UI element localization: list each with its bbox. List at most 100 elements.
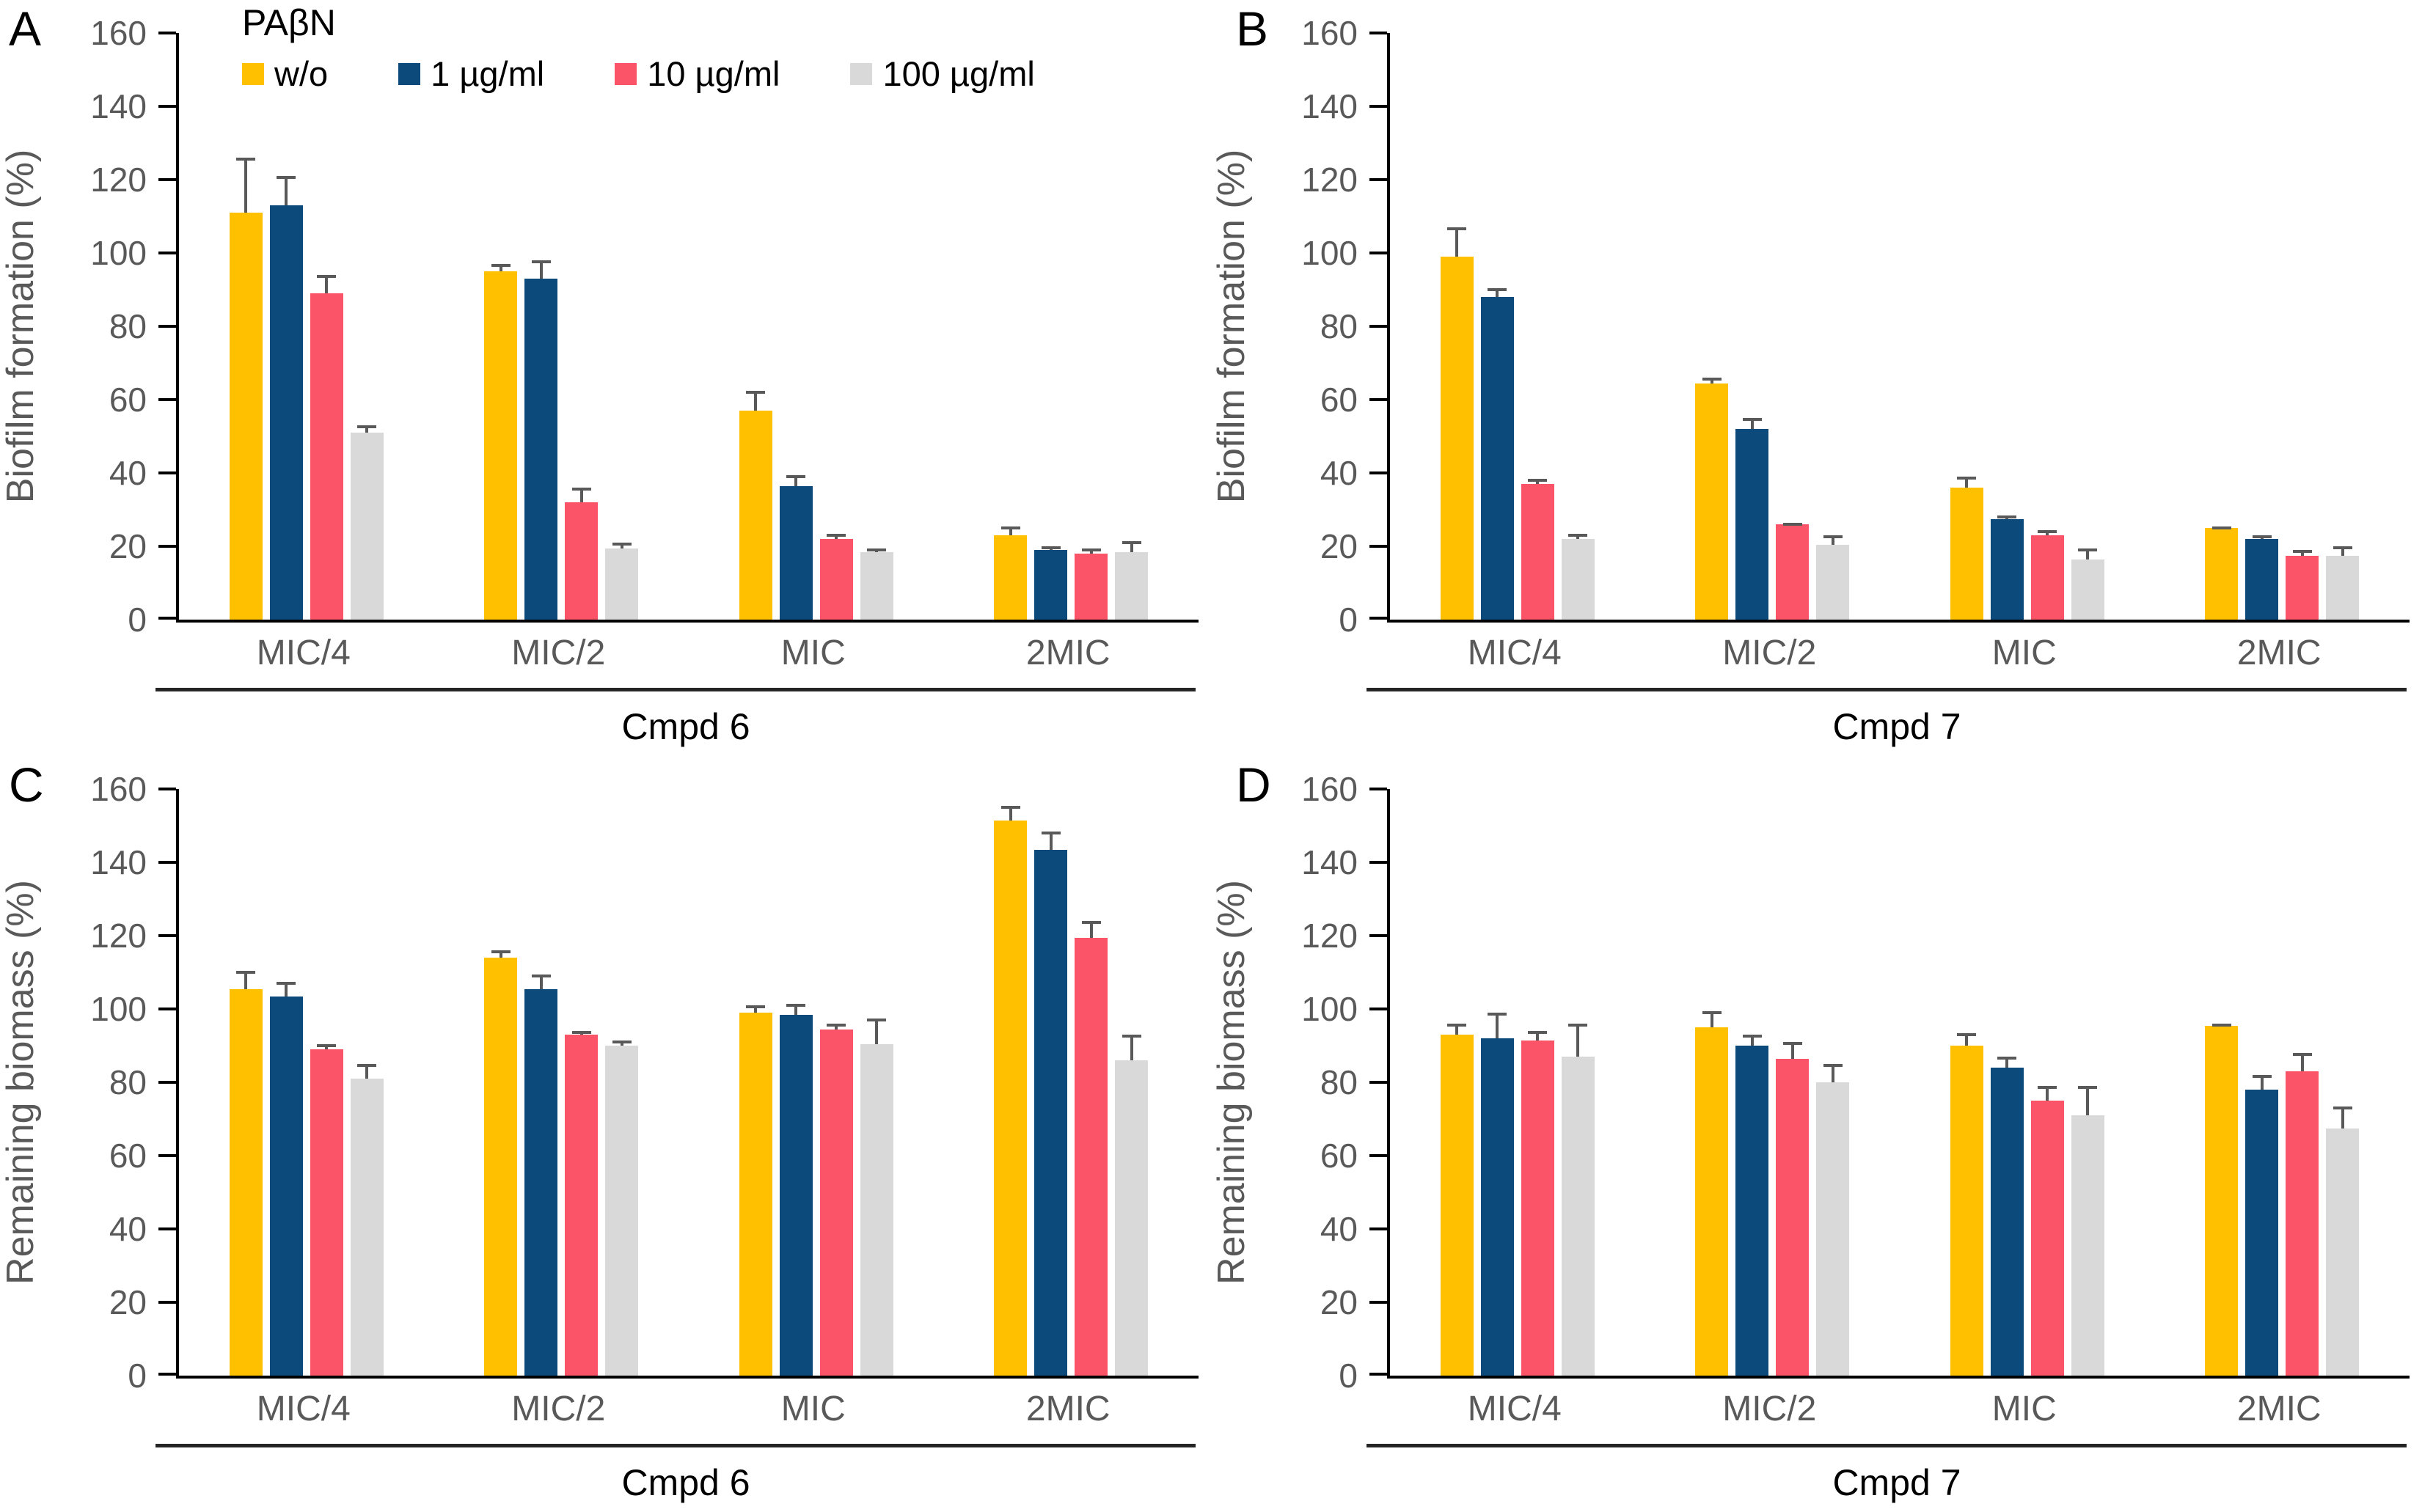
legend-entry-w/o: w/o xyxy=(242,54,328,94)
bar-w/o-MIC xyxy=(1950,477,1983,620)
error-bar xyxy=(565,1031,598,1035)
error-bar xyxy=(270,981,303,997)
error-bar-cap xyxy=(277,176,296,179)
error-bar-stem xyxy=(1049,831,1053,850)
error-bar-stem xyxy=(579,488,583,502)
error-bar-stem xyxy=(754,1005,758,1013)
error-bar-cap xyxy=(746,390,766,394)
bar-rect xyxy=(1735,1046,1769,1376)
error-bar-stem xyxy=(1009,526,1012,535)
legend-entry-100 µg/ml: 100 µg/ml xyxy=(850,54,1035,94)
error-bar-cap xyxy=(1568,533,1588,537)
y-tick-label: 100 xyxy=(1301,990,1358,1028)
error-bar xyxy=(1991,515,2024,519)
category-label-MIC: MIC xyxy=(780,1390,846,1428)
error-bar-cap xyxy=(2211,526,2231,529)
bar-10 µg/ml-MIC/4 xyxy=(1521,1031,1554,1376)
error-bar-stem xyxy=(875,1018,879,1044)
bar-rect xyxy=(1990,1068,2024,1376)
y-tick-label: 40 xyxy=(1320,454,1358,492)
bar-w/o-MIC/2 xyxy=(1695,378,1729,620)
error-bar xyxy=(1735,418,1768,429)
category-label-MIC/2: MIC/2 xyxy=(1722,1390,1817,1428)
error-bar xyxy=(1695,1010,1728,1027)
y-tick-label: 80 xyxy=(109,1063,147,1101)
category-label-2MIC: 2MIC xyxy=(2236,1390,2322,1428)
legend-label: 100 µg/ml xyxy=(882,54,1035,93)
error-bar-cap xyxy=(1122,1035,1141,1038)
y-tick-label: 0 xyxy=(1339,601,1358,639)
panel-letter-D: D xyxy=(1236,757,1271,812)
error-bar-stem xyxy=(365,425,369,433)
bar-w/o-MIC xyxy=(1950,1032,1983,1376)
bar-rect xyxy=(1776,524,1810,620)
error-bar-cap xyxy=(1488,287,1507,291)
y-tick-mark xyxy=(158,1154,176,1157)
panel-B: B Biofilm formation (%) 160 140 120 100 80 60 40… xyxy=(1210,0,2422,756)
y-tick-label: 60 xyxy=(1320,1137,1358,1175)
y-tick-mark xyxy=(1369,1154,1387,1157)
bar-rect xyxy=(1075,554,1108,620)
error-bar-stem xyxy=(285,981,288,997)
legend-swatch xyxy=(850,62,873,85)
error-bar-stem xyxy=(1831,1064,1834,1082)
error-bar-cap xyxy=(236,158,256,161)
y-tick-label: 140 xyxy=(90,87,147,125)
y-tick-mark xyxy=(1369,32,1387,34)
error-bar xyxy=(1441,1024,1474,1035)
category-label-MIC: MIC xyxy=(1991,1390,2057,1428)
error-bar xyxy=(1481,287,1514,297)
error-bar-cap xyxy=(2038,1086,2057,1089)
error-bar xyxy=(1950,1032,1983,1046)
category-axis-line xyxy=(1367,1444,2407,1447)
bar-group-MIC/2 xyxy=(484,950,639,1376)
category-axis-line xyxy=(156,1444,1196,1447)
bar-group-2MIC xyxy=(2205,1024,2360,1376)
error-bar-stem xyxy=(244,970,248,989)
y-tick-mark xyxy=(158,788,176,790)
bar-100 µg/ml-MIC/4 xyxy=(1561,1024,1595,1376)
bar-group-2MIC xyxy=(2205,526,2360,620)
y-tick-label: 40 xyxy=(109,454,147,492)
bar-rect xyxy=(994,820,1028,1376)
y-tick-mark xyxy=(1369,325,1387,328)
bar-100 µg/ml-MIC/2 xyxy=(1816,535,1850,620)
legend-entries: w/o 1 µg/ml 10 µg/ml 100 µg/ml xyxy=(242,54,1105,94)
y-tick-mark xyxy=(158,545,176,548)
bar-w/o-MIC/2 xyxy=(1695,1010,1729,1376)
y-tick-mark xyxy=(158,178,176,181)
error-bar xyxy=(820,1024,853,1030)
bar-1 µg/ml-MIC/4 xyxy=(1480,1013,1514,1376)
error-bar xyxy=(270,176,303,205)
error-bar-cap xyxy=(491,264,511,267)
bar-rect xyxy=(524,279,558,620)
error-bar xyxy=(1521,478,1554,484)
y-tick-label: 160 xyxy=(90,770,147,808)
error-bar xyxy=(351,425,384,433)
error-bar-cap xyxy=(1782,1042,1802,1045)
error-bar xyxy=(524,974,557,989)
error-bar-cap xyxy=(2333,546,2352,549)
error-bar-stem xyxy=(1130,1035,1133,1060)
error-bar xyxy=(230,970,263,989)
bar-rect xyxy=(2245,539,2279,620)
bar-rect xyxy=(860,551,893,620)
bar-100 µg/ml-MIC/4 xyxy=(350,425,384,620)
error-bar-cap xyxy=(1000,805,1020,809)
error-bar-stem xyxy=(499,950,502,958)
error-bar-cap xyxy=(1528,478,1548,482)
error-bar xyxy=(484,950,517,958)
bar-w/o-MIC/2 xyxy=(484,950,518,1376)
bar-rect xyxy=(2286,555,2319,620)
error-bar xyxy=(2326,1106,2359,1129)
error-bar-stem xyxy=(1496,287,1499,297)
error-bar-stem xyxy=(2300,1053,2304,1071)
error-bar xyxy=(2245,1075,2278,1090)
bar-group-MIC/2 xyxy=(1695,378,1850,620)
error-bar-stem xyxy=(1009,805,1012,821)
error-bar xyxy=(1816,535,1849,545)
bar-group-MIC xyxy=(739,1003,893,1376)
panel-letter-B: B xyxy=(1236,1,1269,56)
y-tick-mark xyxy=(158,105,176,108)
error-bar-cap xyxy=(2078,548,2098,551)
